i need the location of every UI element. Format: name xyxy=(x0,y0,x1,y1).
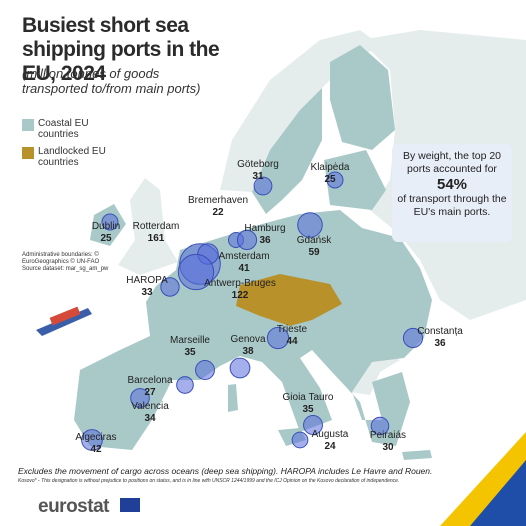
coastal-eu xyxy=(228,384,238,412)
logo: eurostat xyxy=(38,496,109,517)
callout-text: By weight, the top 20 ports accounted fo… xyxy=(402,150,502,175)
coastal-eu xyxy=(330,45,395,150)
port-value: 30 xyxy=(382,442,394,453)
port-value: 25 xyxy=(100,233,112,244)
port-bubble xyxy=(195,360,215,380)
callout-text: of transport through the EU's main ports… xyxy=(397,193,507,218)
port-value: 122 xyxy=(232,290,249,301)
port-bubble xyxy=(291,431,309,449)
port-value: 41 xyxy=(238,263,250,274)
ship xyxy=(36,306,92,336)
subtitle: (million tonnes of goods transported to/… xyxy=(22,66,201,96)
port-value: 25 xyxy=(324,174,336,185)
port-bubble xyxy=(303,415,323,435)
port-name: Amsterdam xyxy=(218,251,269,262)
legend-swatch xyxy=(22,119,34,131)
port-bubble xyxy=(81,429,103,451)
coastal-eu xyxy=(324,150,386,210)
port-name: Trieste xyxy=(277,324,308,335)
port-name: Rotterdam xyxy=(133,221,180,232)
admin-note: Administrative boundaries: © EuroGeograp… xyxy=(22,252,109,272)
port-name: Peiraiás xyxy=(370,430,406,441)
port-value: 35 xyxy=(302,404,314,415)
port-value: 33 xyxy=(141,287,153,298)
non-eu-land xyxy=(118,178,178,275)
port-name: Augusta xyxy=(312,429,349,440)
port-name: Genova xyxy=(230,334,265,345)
port-bubble xyxy=(176,376,194,394)
port-bubble xyxy=(370,416,390,436)
port-value: 34 xyxy=(144,413,156,424)
port-name: Valencia xyxy=(131,401,169,412)
port-bubble xyxy=(266,326,290,350)
legend-label: Coastal EU countries xyxy=(38,118,89,140)
port-value: 36 xyxy=(259,235,271,246)
non-eu-land xyxy=(220,30,380,192)
port-bubble xyxy=(101,213,119,231)
port-bubble xyxy=(402,327,424,349)
port-value: 27 xyxy=(144,387,156,398)
corner-decoration xyxy=(470,460,526,526)
port-name: Algeciras xyxy=(75,432,116,443)
kosovo-note: Kosovo* - This designation is without pr… xyxy=(18,478,400,484)
eu-flag xyxy=(120,498,140,512)
port-value: 44 xyxy=(286,336,298,347)
port-value: 36 xyxy=(434,338,446,349)
coastal-eu xyxy=(74,210,432,450)
callout-highlight: 54% xyxy=(436,176,468,193)
port-name: Dublin xyxy=(92,221,120,232)
legend-swatch xyxy=(22,147,34,159)
port-name: Barcelona xyxy=(127,375,172,386)
port-value: 161 xyxy=(148,233,165,244)
port-name: Bremerhaven xyxy=(188,195,248,206)
port-bubble xyxy=(177,253,215,291)
port-name: Marseille xyxy=(170,335,210,346)
legend-label: Landlocked EU countries xyxy=(38,146,106,168)
port-value: 59 xyxy=(308,247,320,258)
port-name: Antwerp-Bruges xyxy=(204,278,276,289)
port-bubble xyxy=(160,277,180,297)
port-value: 38 xyxy=(242,346,254,357)
ports: Göteborg31Bremerhaven22Klaipėda25Dublin2… xyxy=(75,159,463,455)
port-name: Hamburg xyxy=(244,223,285,234)
callout: By weight, the top 20 ports accounted fo… xyxy=(392,144,512,242)
coastal-eu xyxy=(402,450,432,460)
port-name: HAROPA xyxy=(126,275,168,286)
port-value: 22 xyxy=(212,207,224,218)
port-bubble xyxy=(229,357,251,379)
port-bubble xyxy=(130,388,150,408)
port-name: Constanța xyxy=(417,326,463,337)
port-name: Göteborg xyxy=(237,159,279,170)
port-value: 35 xyxy=(184,347,196,358)
port-value: 31 xyxy=(252,171,264,182)
port-bubble xyxy=(297,212,323,238)
port-name: Gdańsk xyxy=(297,235,332,246)
port-bubble xyxy=(253,176,273,196)
title: Busiest short sea shipping ports in the … xyxy=(22,14,220,85)
port-value: 42 xyxy=(90,444,102,455)
port-name: Gioia Tauro xyxy=(283,392,334,403)
port-name: Klaipėda xyxy=(311,162,350,173)
port-bubble xyxy=(236,229,258,251)
port-value: 24 xyxy=(324,441,336,452)
port-bubble xyxy=(326,171,344,189)
landlocked-eu xyxy=(236,274,342,326)
footnote: Excludes the movement of cargo across oc… xyxy=(18,466,433,476)
